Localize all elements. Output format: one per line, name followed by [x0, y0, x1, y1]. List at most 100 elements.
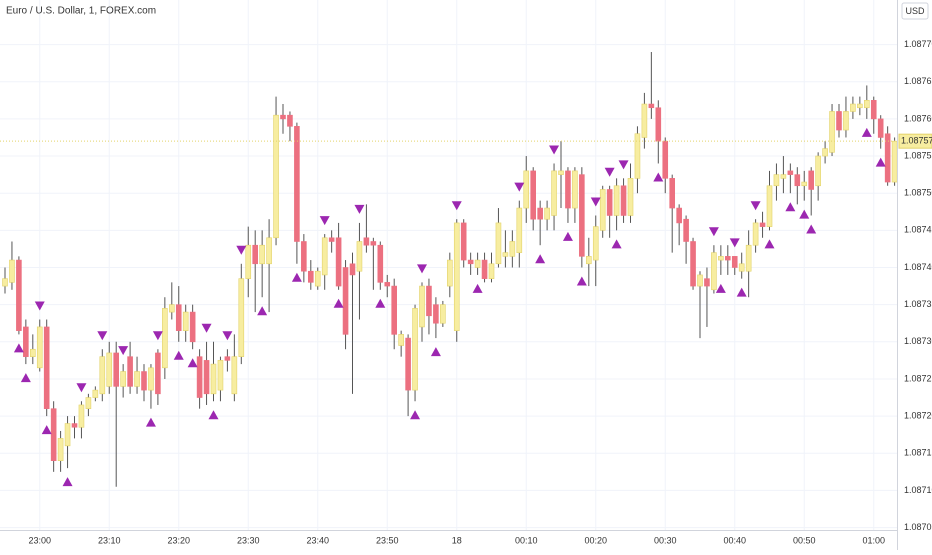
candle-body — [280, 114, 286, 120]
candle-body — [182, 311, 189, 331]
signal-down — [319, 216, 330, 226]
candle-body — [356, 241, 363, 272]
candle-body — [29, 348, 36, 357]
candle-body — [134, 371, 140, 387]
signal-down — [549, 145, 560, 155]
candle-body — [453, 222, 460, 331]
candle-body — [210, 363, 217, 395]
signal-up — [375, 298, 386, 308]
signal-down — [708, 227, 719, 237]
candle-body — [530, 170, 537, 220]
candle-body — [724, 256, 731, 261]
candle-body — [57, 438, 64, 461]
candle-body — [71, 423, 78, 428]
candle-body — [155, 352, 161, 395]
candle-body — [592, 226, 599, 261]
x-tick-label: 00:50 — [793, 535, 816, 545]
signal-up — [410, 410, 421, 420]
signal-down — [750, 201, 761, 211]
candle-body — [815, 155, 821, 187]
candle-body — [585, 256, 592, 265]
candle-body — [224, 356, 231, 361]
candle-body — [655, 107, 662, 142]
candle-body — [16, 259, 22, 331]
candle-body — [175, 304, 182, 331]
currency-box[interactable] — [901, 2, 929, 20]
candle-body — [627, 178, 634, 216]
candle-body — [252, 244, 258, 265]
signal-up — [13, 343, 24, 353]
signal-down — [236, 245, 247, 255]
signal-down — [618, 160, 629, 170]
y-tick-label: 1.08760 — [904, 113, 932, 123]
candle-body — [773, 174, 780, 187]
candle-body — [606, 189, 613, 216]
candle-body — [662, 140, 669, 179]
candle-body — [162, 308, 168, 369]
candle-body — [384, 282, 391, 287]
y-tick-label: 1.08740 — [904, 262, 932, 272]
x-tick-label: 23:30 — [237, 535, 260, 545]
candle-body — [169, 304, 175, 313]
signal-up — [576, 276, 587, 286]
x-tick-label: 00:30 — [654, 535, 677, 545]
candle-body — [245, 244, 252, 279]
signal-up — [764, 239, 775, 249]
candle-body — [794, 174, 801, 187]
candle-body — [690, 241, 696, 287]
signal-up — [785, 202, 796, 212]
signal-up — [257, 306, 268, 316]
candle-body — [565, 170, 571, 209]
candle-body — [141, 371, 147, 391]
candle-body — [294, 126, 300, 242]
candle-body — [405, 337, 411, 391]
candle-body — [370, 241, 377, 246]
candle-body — [106, 352, 113, 387]
candle-body — [683, 218, 689, 242]
candle-body — [78, 404, 85, 428]
candle-body — [307, 270, 314, 283]
candle-body — [99, 356, 106, 395]
y-tick-label: 1.08735 — [904, 299, 932, 309]
signal-up — [291, 272, 302, 282]
currency-label[interactable]: USD — [905, 6, 925, 16]
candle-body — [440, 304, 446, 324]
candle-body — [488, 263, 495, 279]
signal-up — [20, 373, 31, 383]
candle-body — [731, 256, 738, 268]
x-tick-label: 23:00 — [28, 535, 51, 545]
x-tick-label: 00:20 — [584, 535, 607, 545]
candle-body — [711, 252, 717, 291]
x-tick-label: 01:00 — [862, 535, 885, 545]
candle-body — [523, 170, 530, 209]
signal-up — [173, 350, 184, 360]
candle-body — [718, 256, 724, 261]
candle-body — [273, 114, 279, 239]
candle-body — [238, 278, 245, 357]
y-tick-label: 1.08725 — [904, 373, 932, 383]
signal-down — [34, 301, 45, 311]
candle-body — [822, 148, 828, 157]
candle-body — [335, 237, 342, 287]
candle-body — [829, 111, 835, 153]
y-tick-label: 1.08750 — [904, 188, 932, 198]
candle-body — [23, 326, 29, 357]
candle-body — [641, 103, 648, 138]
last-price-label: 1.08757 — [901, 136, 932, 146]
candle-body — [189, 311, 196, 343]
candle-body — [780, 174, 787, 179]
candle-body — [266, 237, 272, 265]
y-tick-label: 1.08710 — [904, 485, 932, 495]
candle-body — [148, 367, 154, 391]
candle-body — [217, 360, 224, 391]
candle-body — [787, 170, 794, 175]
candle-body — [328, 237, 335, 242]
signal-up — [333, 298, 344, 308]
candle-body — [481, 259, 488, 279]
signal-down — [729, 238, 740, 248]
plot — [0, 52, 898, 487]
candle-body — [502, 252, 509, 257]
candle-body — [446, 259, 453, 287]
candle-body — [620, 185, 627, 216]
signal-down — [604, 167, 615, 177]
